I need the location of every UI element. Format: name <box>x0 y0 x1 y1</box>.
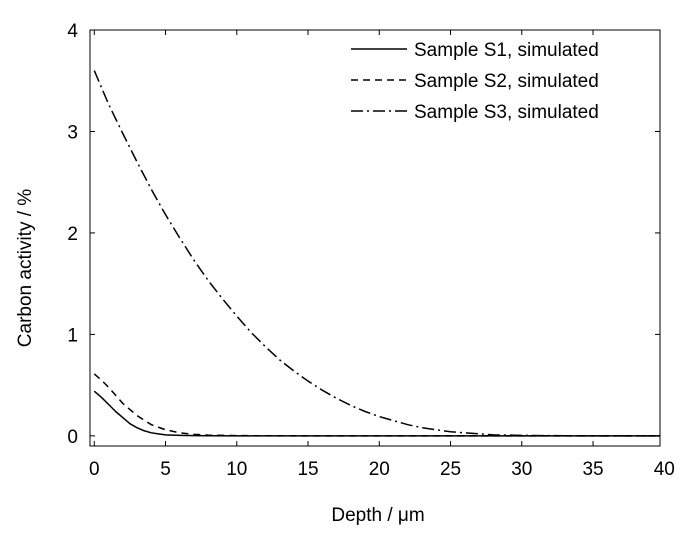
y-tick-label: 0 <box>67 427 78 448</box>
plot-area <box>89 29 661 447</box>
series-lines <box>93 70 660 437</box>
y-tick-label: 1 <box>67 325 78 346</box>
y-axis-title: Carbon activity / % <box>15 189 36 347</box>
x-tick-label: 35 <box>582 459 603 480</box>
x-tick-label: 40 <box>654 459 675 480</box>
y-tick-label: 4 <box>67 21 78 42</box>
x-tick-label: 15 <box>297 459 318 480</box>
plot-frame <box>89 29 661 447</box>
x-tick-label: 25 <box>440 459 461 480</box>
x-tick-label: 20 <box>369 459 390 480</box>
series-line-s3 <box>93 70 660 437</box>
series-line-s2 <box>93 373 660 437</box>
tick-marks <box>90 29 660 446</box>
legend: Sample S1, simulated Sample S2, simulated… <box>351 40 599 123</box>
series-line-s1 <box>93 390 660 437</box>
x-tick-labels: 0 5 10 15 20 25 30 35 40 <box>89 459 675 480</box>
x-tick-label: 30 <box>511 459 532 480</box>
legend-label-s2: Sample S2, simulated <box>414 71 599 92</box>
x-tick-label: 10 <box>226 459 247 480</box>
y-tick-label: 3 <box>67 122 78 143</box>
x-tick-label: 0 <box>89 459 100 480</box>
legend-label-s3: Sample S3, simulated <box>414 102 599 123</box>
y-tick-label: 2 <box>67 224 78 245</box>
x-axis-title: Depth / μm <box>331 505 424 526</box>
x-tick-label: 5 <box>160 459 171 480</box>
y-tick-labels: 0 1 2 3 4 <box>67 21 78 448</box>
legend-label-s1: Sample S1, simulated <box>414 40 599 61</box>
